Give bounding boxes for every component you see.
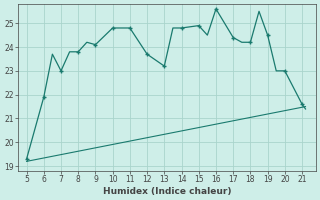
X-axis label: Humidex (Indice chaleur): Humidex (Indice chaleur) (103, 187, 231, 196)
